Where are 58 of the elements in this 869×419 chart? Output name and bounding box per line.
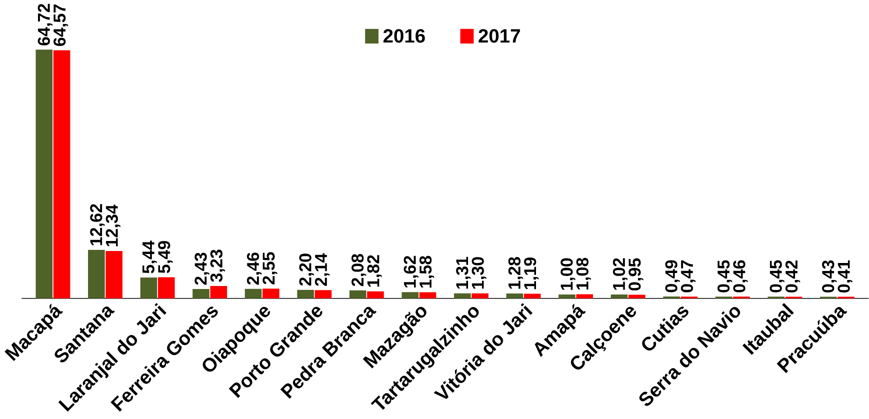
data-label: 2,43 (194, 252, 210, 285)
data-label: 2,08 (352, 254, 366, 286)
data-label: 2,20 (299, 254, 314, 286)
data-label: 1,00 (560, 258, 576, 290)
data-label: 1,58 (419, 256, 434, 288)
bar (610, 294, 628, 298)
bar (262, 288, 280, 298)
data-label: 12,62 (90, 204, 105, 246)
bar (576, 294, 594, 298)
data-label: 1,31 (456, 256, 471, 289)
bar (158, 277, 175, 298)
bar (402, 292, 419, 298)
data-label: 2,46 (246, 252, 262, 285)
data-label: 1,08 (576, 258, 591, 290)
bar (36, 50, 53, 298)
bar (314, 290, 332, 298)
bar (210, 286, 228, 298)
data-label: 5,44 (142, 240, 157, 274)
data-label: 1,30 (472, 257, 486, 289)
data-label: 64,57 (54, 4, 68, 46)
bar (558, 294, 576, 298)
data-label: 1,02 (612, 258, 628, 290)
bar (192, 289, 210, 298)
data-label: 0,45 (718, 260, 732, 292)
data-label: 2,55 (262, 252, 278, 284)
data-label: 0,95 (628, 258, 644, 290)
bar (628, 294, 646, 298)
data-label: 3,23 (210, 250, 225, 282)
bar (472, 293, 488, 298)
data-label: 5,49 (158, 241, 173, 274)
data-label: 64,72 (38, 4, 52, 46)
data-label: 0,43 (822, 260, 837, 292)
data-label: 2,14 (314, 253, 330, 286)
data-label: 1,19 (524, 258, 539, 290)
bar (297, 290, 314, 298)
data-label: 1,62 (404, 256, 418, 288)
bar (140, 278, 158, 298)
data-label: 0,47 (680, 260, 696, 292)
legend-label: 2016 (383, 29, 425, 43)
bar (454, 293, 471, 298)
bar (88, 250, 105, 298)
bar (524, 294, 541, 298)
data-label: 1,82 (367, 255, 382, 287)
data-label: 0,49 (665, 260, 680, 292)
data-label: 0,42 (785, 260, 800, 293)
data-label: 0,41 (838, 260, 852, 293)
bar (106, 251, 122, 298)
data-label: 0,45 (770, 260, 784, 292)
bar (419, 292, 436, 298)
bar (367, 291, 384, 298)
bar (244, 288, 262, 298)
data-label: 0,46 (733, 260, 748, 292)
bar (349, 290, 366, 298)
bar (53, 50, 70, 298)
data-label: 12,34 (106, 204, 120, 246)
legend-label: 2017 (478, 29, 520, 43)
data-label: 1,28 (508, 257, 523, 289)
bar (506, 294, 524, 298)
